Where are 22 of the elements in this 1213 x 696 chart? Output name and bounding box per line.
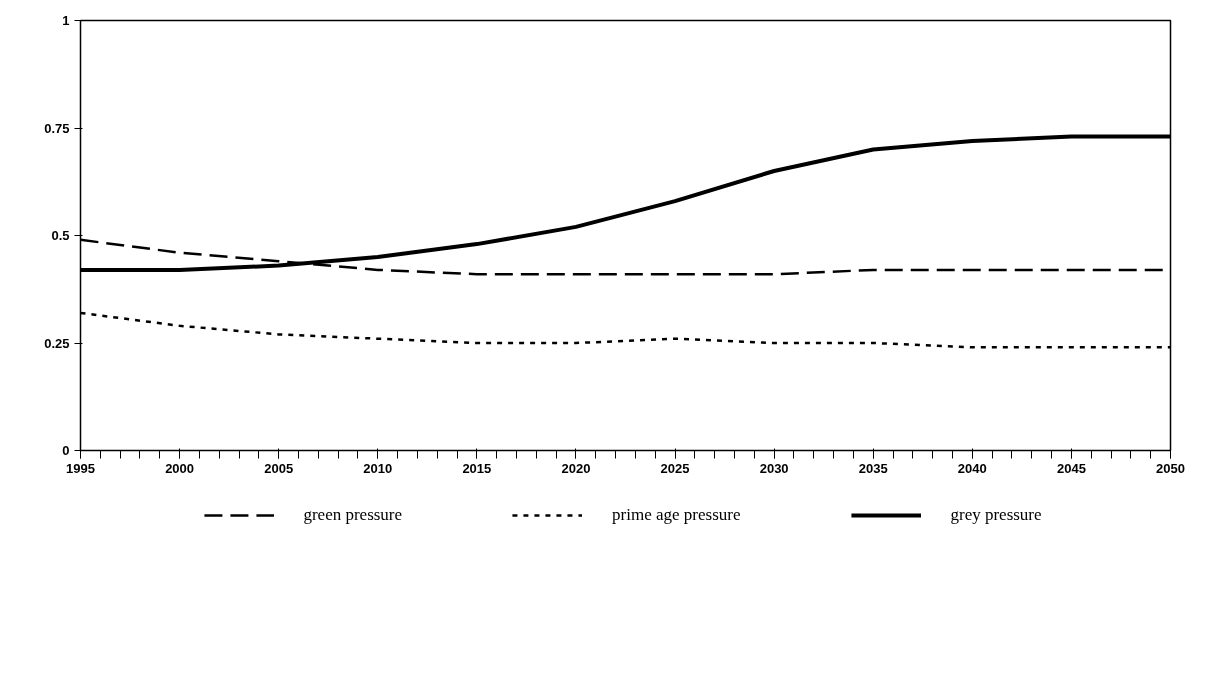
legend-label: grey pressure xyxy=(950,505,1042,525)
y-tick-label: 1 xyxy=(62,13,70,28)
legend-label: green pressure xyxy=(303,505,403,525)
y-tick-label: 0 xyxy=(62,443,70,458)
y-tick-label: 0.75 xyxy=(44,120,70,136)
line-series xyxy=(80,311,1171,349)
y-tick-label: 0.25 xyxy=(44,335,70,351)
x-tick-label: 2045 xyxy=(1056,460,1086,476)
x-tick-label: 2035 xyxy=(858,460,888,476)
x-tick-label: 1995 xyxy=(66,460,95,476)
x-tick-label: 2050 xyxy=(1156,460,1185,476)
x-tick-label: 2030 xyxy=(759,460,789,476)
y-tick-label: 0.5 xyxy=(51,228,70,243)
x-tick-label: 2040 xyxy=(957,460,987,476)
x-tick-label: 2005 xyxy=(264,460,294,476)
x-tick-label: 2020 xyxy=(561,460,591,476)
x-tick-label: 2010 xyxy=(363,460,393,476)
x-tick-label: 2015 xyxy=(462,460,492,476)
x-tick-label: 2025 xyxy=(660,460,690,476)
line-series xyxy=(80,134,1171,272)
x-tick-label: 2000 xyxy=(165,460,195,476)
legend-label: prime age pressure xyxy=(612,505,741,525)
